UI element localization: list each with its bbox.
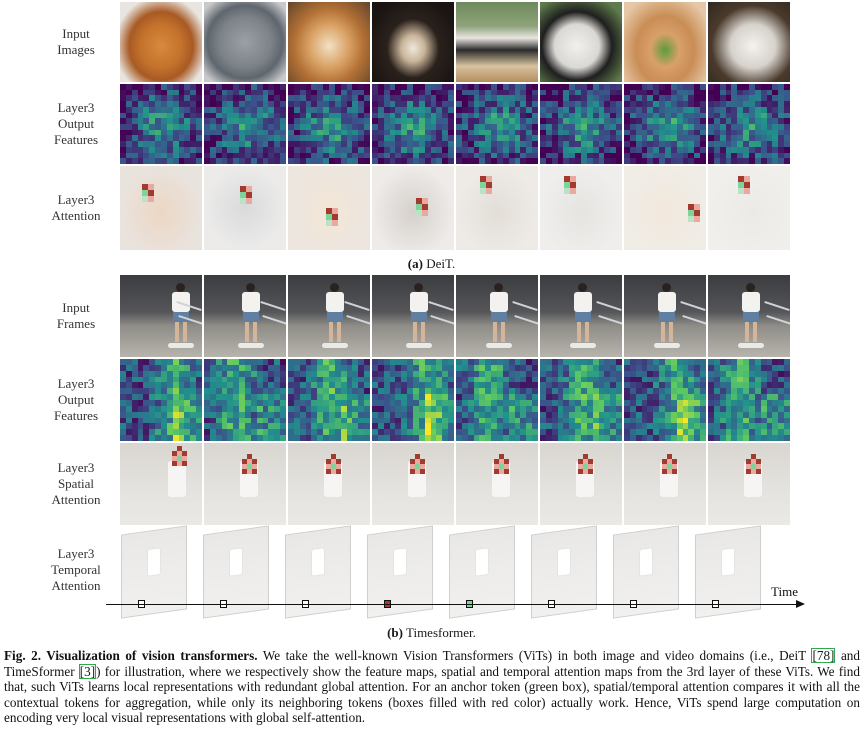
feature-map [288, 84, 370, 164]
caption-lead: Fig. 2. Visualization of vision transfor… [4, 648, 258, 663]
image-grey-tabby-cat [204, 2, 286, 82]
row-label-input-frames: Input Frames [30, 275, 122, 357]
label-line: Output [57, 116, 95, 131]
feature-map [540, 359, 622, 441]
spatial-attention-row [120, 443, 790, 525]
spatial-attention-map [708, 443, 790, 525]
caption-text: Timesformer. [405, 625, 476, 640]
label-line: Features [53, 132, 99, 147]
label-line: Layer3 [57, 546, 95, 561]
image-orange-cat [120, 2, 202, 82]
row-label-input-images: Input Images [30, 2, 122, 82]
input-frames-row [120, 275, 790, 357]
row-label-layer3-attention: Layer3 Attention [30, 166, 122, 250]
attention-map [540, 166, 622, 250]
video-frame [120, 275, 202, 357]
label-line: Layer3 [57, 100, 95, 115]
attention-map [288, 166, 370, 250]
label-line: Attention [51, 208, 101, 223]
feature-map [120, 84, 202, 164]
citation-link-3[interactable]: [3] [78, 663, 97, 679]
label-line: Attention [51, 492, 101, 507]
image-white-rabbit [708, 2, 790, 82]
label-line: Layer3 [57, 460, 95, 475]
label-line: Layer3 [57, 192, 95, 207]
attention-map [708, 166, 790, 250]
spatial-attention-map [120, 443, 202, 525]
spatial-attention-map [204, 443, 286, 525]
image-rabbit-eating [624, 2, 706, 82]
label-line: Input [62, 300, 90, 315]
feature-map [204, 359, 286, 441]
citation-link-78[interactable]: [78] [811, 648, 836, 663]
video-frame [288, 275, 370, 357]
time-axis [106, 604, 796, 606]
subfigure-caption-b: (b) Timesformer. [0, 625, 863, 641]
attention-map [624, 166, 706, 250]
spatial-attention-map [288, 443, 370, 525]
caption-letter: (a) [407, 256, 423, 271]
label-line: Input [62, 26, 90, 41]
label-line: Features [53, 408, 99, 423]
feature-map [372, 84, 454, 164]
feature-map [708, 84, 790, 164]
caption-part-1: We take the well-known Vision Transforme… [257, 648, 812, 663]
caption-text: DeiT. [426, 256, 456, 271]
row-label-layer3-output-features-b: Layer3 Output Features [30, 359, 122, 441]
label-line: Output [57, 392, 95, 407]
attention-map [120, 166, 202, 250]
row-label-layer3-temporal-attention: Layer3 Temporal Attention [30, 538, 122, 602]
feature-map [456, 84, 538, 164]
feature-map [456, 359, 538, 441]
image-black-puppy [372, 2, 454, 82]
time-arrowhead-icon [796, 600, 805, 608]
figure-caption: Fig. 2. Visualization of vision transfor… [4, 648, 860, 726]
video-frame [624, 275, 706, 357]
row-label-layer3-output-features: Layer3 Output Features [30, 84, 122, 164]
feature-map [120, 359, 202, 441]
attention-map [204, 166, 286, 250]
feature-map [540, 84, 622, 164]
image-panda-lying [540, 2, 622, 82]
caption-part-3: ) for illustration, where we respectivel… [4, 663, 860, 726]
video-frame [708, 275, 790, 357]
feature-map [624, 359, 706, 441]
label-line: Layer3 [57, 376, 95, 391]
input-images-row [120, 2, 790, 82]
label-line: Temporal [51, 562, 101, 577]
feature-map [288, 359, 370, 441]
video-frame [372, 275, 454, 357]
spatial-attention-map [540, 443, 622, 525]
spatial-attention-map [624, 443, 706, 525]
subfigure-caption-a: (a) DeiT. [0, 256, 863, 272]
caption-letter: (b) [387, 625, 403, 640]
attention-map [456, 166, 538, 250]
feature-map [372, 359, 454, 441]
caption-part-2: and TimeSformer [4, 648, 860, 679]
video-frame [204, 275, 286, 357]
row-label-layer3-spatial-attention: Layer3 Spatial Attention [30, 443, 122, 525]
video-frame [540, 275, 622, 357]
feature-map [204, 84, 286, 164]
feature-maps-row-a [120, 84, 790, 164]
label-line: Images [57, 42, 95, 57]
spatial-attention-map [372, 443, 454, 525]
image-panda-on-stump [456, 2, 538, 82]
feature-map [708, 359, 790, 441]
label-line: Attention [51, 578, 101, 593]
feature-maps-row-b [120, 359, 790, 441]
image-shiba-dog [288, 2, 370, 82]
label-line: Frames [56, 316, 96, 331]
label-line: Spatial [57, 476, 95, 491]
video-frame [456, 275, 538, 357]
feature-map [624, 84, 706, 164]
attention-maps-row-a [120, 166, 790, 250]
attention-map [372, 166, 454, 250]
time-axis-label: Time [771, 584, 798, 599]
spatial-attention-map [456, 443, 538, 525]
